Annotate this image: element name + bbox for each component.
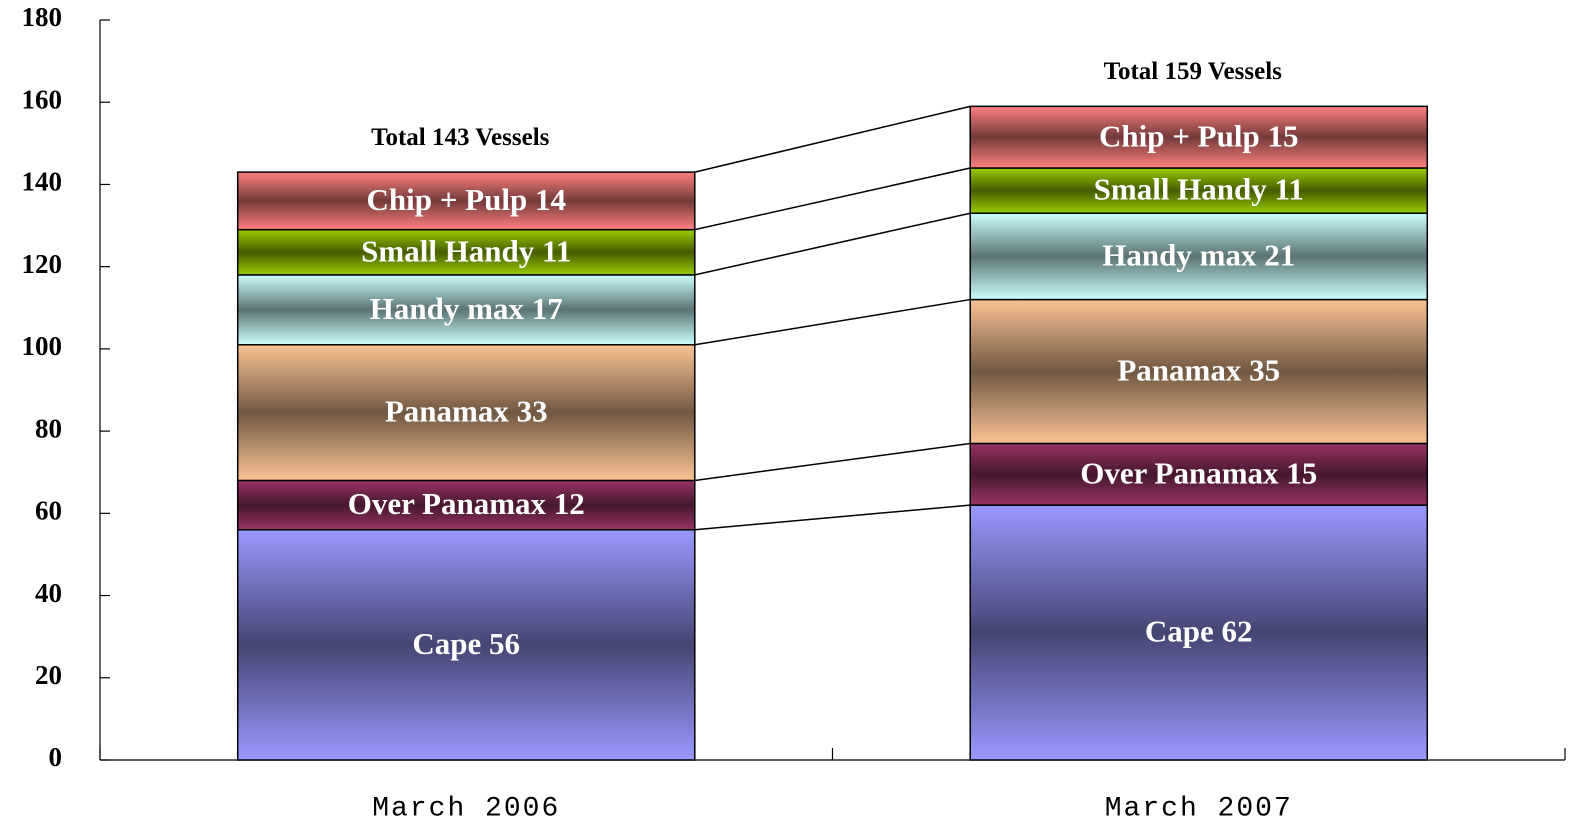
- total-label: Total 143 Vessels: [371, 124, 550, 151]
- y-tick-label: 180: [22, 2, 63, 32]
- segment-label: Chip + Pulp 15: [1099, 118, 1298, 153]
- segment-label: Handy max 21: [1102, 237, 1295, 272]
- segment-label: Chip + Pulp 14: [367, 182, 566, 217]
- connector: [694, 212, 971, 276]
- segment-label: Panamax 33: [385, 394, 548, 429]
- bar-segment: [236, 344, 696, 482]
- y-tick-label: 100: [22, 331, 63, 361]
- connector: [694, 167, 971, 231]
- y-tick-label: 60: [35, 496, 62, 526]
- connector: [694, 504, 971, 531]
- segment-label: Cape 56: [412, 626, 520, 661]
- bar-segment: [236, 171, 696, 231]
- segment-label: Panamax 35: [1117, 353, 1280, 388]
- segment-label: Over Panamax 12: [348, 486, 585, 521]
- bar-segment: [236, 529, 696, 761]
- y-tick-label: 120: [22, 249, 63, 279]
- connector: [694, 105, 971, 173]
- bar-segment: [236, 274, 696, 346]
- x-tick-label: March 2006: [372, 793, 560, 824]
- segment-label: Small Handy 11: [1094, 172, 1304, 207]
- y-tick-label: 40: [35, 578, 62, 608]
- segment-label: Small Handy 11: [361, 233, 571, 268]
- y-tick-label: 140: [22, 167, 63, 197]
- x-tick-label: March 2007: [1105, 793, 1293, 824]
- y-tick-label: 80: [35, 413, 62, 443]
- y-tick-label: 160: [22, 84, 63, 114]
- segment-label: Cape 62: [1145, 614, 1253, 649]
- bar-segment: [236, 479, 696, 531]
- y-tick-label: 0: [49, 742, 63, 772]
- total-label: Total 159 Vessels: [1104, 58, 1283, 85]
- segment-label: Handy max 17: [370, 291, 563, 326]
- bar-segment: [969, 298, 1429, 445]
- bar-segment: [969, 442, 1429, 506]
- y-tick-label: 20: [35, 660, 62, 690]
- bar-segment: [969, 212, 1429, 301]
- connector: [694, 442, 971, 482]
- connector: [694, 298, 971, 346]
- bar-segment: [969, 167, 1429, 214]
- segment-label: Over Panamax 15: [1080, 455, 1317, 490]
- bar-segment: [236, 228, 696, 276]
- bar-segment: [969, 105, 1429, 169]
